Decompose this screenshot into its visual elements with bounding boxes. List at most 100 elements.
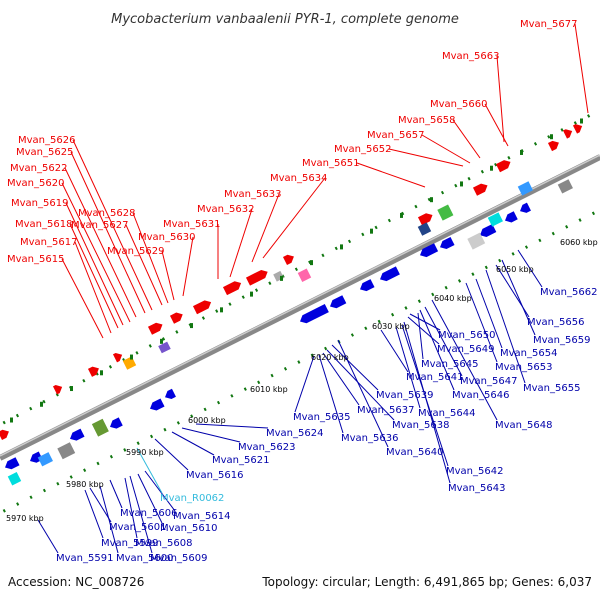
reverse-gene-label[interactable]: Mvan_5642	[446, 466, 503, 477]
reverse-gene-label[interactable]: Mvan_5649	[437, 344, 494, 355]
reverse-gene-label[interactable]: Mvan_5645	[421, 359, 478, 370]
feature-box[interactable]	[557, 179, 573, 194]
reverse-gene-label[interactable]: Mvan_5606	[120, 508, 177, 519]
reverse-gene[interactable]	[68, 428, 85, 443]
reverse-gene-label[interactable]: Mvan_5616	[186, 470, 243, 481]
reverse-gene[interactable]	[518, 202, 531, 216]
forward-gene-label[interactable]: Mvan_5626	[18, 135, 75, 146]
forward-gene-label[interactable]: Mvan_5677	[520, 19, 577, 30]
feature-box[interactable]	[487, 212, 503, 227]
reverse-gene-label[interactable]: Mvan_5614	[173, 511, 230, 522]
reverse-gene-label[interactable]: Mvan_5646	[452, 390, 509, 401]
reverse-gene-label[interactable]: Mvan_5638	[392, 420, 449, 431]
forward-gene[interactable]	[245, 268, 270, 286]
reverse-gene-label[interactable]: Mvan_5591	[56, 553, 113, 564]
reverse-gene-label[interactable]: Mvan_5623	[238, 442, 295, 453]
reverse-gene-label[interactable]: Mvan_5650	[438, 330, 495, 341]
forward-gene-label[interactable]: Mvan_5619	[11, 198, 68, 209]
reverse-gene-label[interactable]: Mvan_5654	[500, 348, 557, 359]
feature-box[interactable]	[122, 356, 137, 370]
reverse-gene-label[interactable]: Mvan_5635	[293, 412, 350, 423]
feature-box[interactable]	[37, 452, 53, 467]
reverse-gene-label[interactable]: Mvan_5659	[533, 335, 590, 346]
reverse-gene[interactable]	[108, 417, 123, 430]
forward-gene[interactable]	[87, 364, 101, 377]
reverse-gene[interactable]	[163, 388, 176, 402]
reverse-gene-label[interactable]: Mvan_5610	[160, 523, 217, 534]
forward-gene[interactable]	[472, 181, 490, 196]
forward-gene[interactable]	[547, 139, 561, 152]
reverse-gene[interactable]	[3, 457, 20, 471]
forward-gene-label[interactable]: Mvan_5630	[138, 232, 195, 243]
reverse-gene[interactable]	[298, 304, 329, 325]
reverse-gene-label[interactable]: Mvan_5608	[135, 538, 192, 549]
forward-gene[interactable]	[222, 279, 243, 296]
feature-box[interactable]	[57, 442, 76, 460]
reverse-gene-label[interactable]: Mvan_5601	[109, 522, 166, 533]
forward-gene-label[interactable]: Mvan_5658	[398, 115, 455, 126]
reverse-gene-label[interactable]: Mvan_5641	[406, 372, 463, 383]
reverse-gene[interactable]	[418, 243, 439, 259]
reverse-gene-label[interactable]: Mvan_5648	[495, 420, 552, 431]
forward-gene-label[interactable]: Mvan_5660	[430, 99, 487, 110]
reverse-gene[interactable]	[378, 266, 400, 283]
rna-gene-label[interactable]: Mvan_R0062	[160, 493, 224, 504]
forward-gene-label[interactable]: Mvan_5651	[302, 158, 359, 169]
reverse-gene-label[interactable]: Mvan_5656	[527, 317, 584, 328]
reverse-gene-label[interactable]: Mvan_5637	[357, 405, 414, 416]
forward-gene-label[interactable]: Mvan_5628	[78, 208, 135, 219]
feature-box[interactable]	[417, 222, 432, 236]
reverse-gene-label[interactable]: Mvan_5609	[150, 553, 207, 564]
feature-box[interactable]	[437, 204, 454, 221]
forward-gene-label[interactable]: Mvan_5615	[7, 254, 64, 265]
reverse-gene-label[interactable]: Mvan_5655	[523, 383, 580, 394]
feature-box[interactable]	[158, 341, 171, 354]
forward-gene[interactable]	[282, 253, 296, 266]
reverse-gene[interactable]	[478, 224, 497, 239]
feature-box[interactable]	[467, 232, 486, 250]
feature-box[interactable]	[297, 268, 312, 282]
reverse-gene[interactable]	[503, 211, 518, 224]
forward-gene-label[interactable]: Mvan_5663	[442, 51, 499, 62]
forward-gene[interactable]	[192, 298, 213, 315]
reverse-gene-label[interactable]: Mvan_5621	[212, 455, 269, 466]
forward-gene-label[interactable]: Mvan_5625	[16, 147, 73, 158]
forward-gene[interactable]	[0, 427, 11, 441]
forward-gene-label[interactable]: Mvan_5620	[7, 178, 64, 189]
forward-gene[interactable]	[52, 383, 64, 395]
reverse-gene[interactable]	[148, 398, 165, 412]
forward-gene[interactable]	[495, 158, 513, 173]
forward-gene-label[interactable]: Mvan_5634	[270, 173, 327, 184]
forward-gene-label[interactable]: Mvan_5629	[107, 246, 164, 257]
reverse-gene-label[interactable]: Mvan_5640	[386, 447, 443, 458]
forward-gene-label[interactable]: Mvan_5652	[334, 144, 391, 155]
feature-box[interactable]	[7, 472, 22, 486]
forward-gene-label[interactable]: Mvan_5617	[20, 237, 77, 248]
forward-gene-label[interactable]: Mvan_5618	[15, 219, 72, 230]
forward-gene-label[interactable]: Mvan_5622	[10, 163, 67, 174]
reverse-gene-label[interactable]: Mvan_5624	[266, 428, 323, 439]
forward-gene[interactable]	[417, 211, 435, 226]
forward-gene-label[interactable]: Mvan_5657	[367, 130, 424, 141]
reverse-gene-label[interactable]: Mvan_5639	[376, 390, 433, 401]
forward-gene-label[interactable]: Mvan_5632	[197, 204, 254, 215]
forward-gene[interactable]	[147, 320, 165, 335]
forward-gene-label[interactable]: Mvan_5627	[71, 220, 128, 231]
reverse-gene-label[interactable]: Mvan_5599	[101, 538, 158, 549]
forward-gene[interactable]	[572, 122, 584, 134]
reverse-gene-label[interactable]: Mvan_5647	[460, 376, 517, 387]
reverse-gene-label[interactable]: Mvan_5600	[116, 553, 173, 564]
reverse-gene[interactable]	[328, 295, 347, 310]
reverse-gene-label[interactable]: Mvan_5662	[540, 287, 597, 298]
forward-gene[interactable]	[112, 351, 124, 363]
reverse-gene[interactable]	[358, 279, 375, 293]
forward-gene[interactable]	[562, 127, 574, 139]
reverse-gene-label[interactable]: Mvan_5643	[448, 483, 505, 494]
reverse-gene-label[interactable]: Mvan_5636	[341, 433, 398, 444]
feature-box[interactable]	[91, 418, 109, 437]
reverse-gene-label[interactable]: Mvan_5644	[418, 408, 475, 419]
forward-gene-label[interactable]: Mvan_5631	[163, 219, 220, 230]
forward-gene-label[interactable]: Mvan_5633	[224, 189, 281, 200]
feature-box[interactable]	[517, 181, 533, 196]
reverse-gene-label[interactable]: Mvan_5653	[495, 362, 552, 373]
